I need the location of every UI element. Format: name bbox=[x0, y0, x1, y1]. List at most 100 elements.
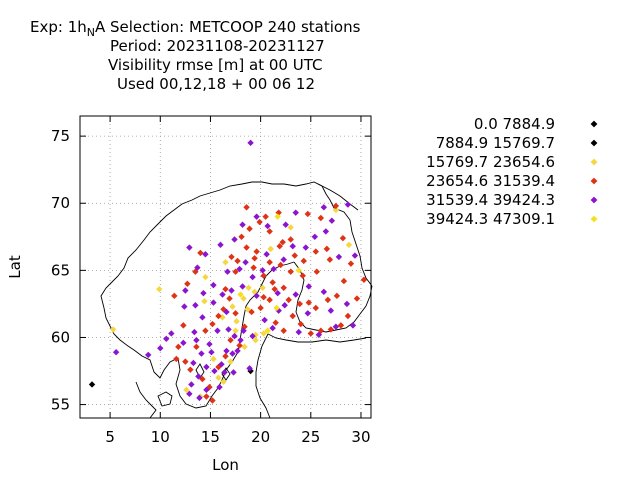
data-point bbox=[326, 256, 334, 263]
data-point bbox=[292, 209, 299, 216]
data-point bbox=[241, 343, 248, 351]
data-point bbox=[230, 369, 237, 376]
data-point bbox=[289, 312, 296, 320]
data-point bbox=[261, 316, 268, 324]
data-point bbox=[304, 310, 311, 317]
data-point bbox=[251, 255, 258, 262]
data-point bbox=[173, 355, 180, 363]
data-point bbox=[347, 260, 355, 267]
y-tick-label: 75 bbox=[51, 127, 70, 145]
data-point bbox=[182, 358, 189, 365]
data-point bbox=[221, 369, 228, 376]
data-point bbox=[247, 139, 254, 147]
data-point bbox=[264, 222, 271, 230]
title-line-2: Period: 20231108-20231127 bbox=[110, 37, 325, 55]
data-point bbox=[312, 248, 320, 255]
x-tick-label: 30 bbox=[351, 428, 370, 446]
data-point bbox=[274, 289, 281, 297]
data-point bbox=[234, 347, 241, 355]
data-point bbox=[202, 273, 209, 281]
legend-entry-marker bbox=[590, 177, 598, 185]
legend-entry-marker bbox=[590, 158, 598, 166]
data-points bbox=[88, 139, 368, 404]
data-point bbox=[171, 292, 178, 300]
legend-entry-label: 23654.6 31539.4 bbox=[426, 172, 555, 190]
data-point bbox=[237, 291, 244, 298]
data-point bbox=[332, 202, 340, 210]
data-point bbox=[112, 349, 120, 356]
data-point bbox=[279, 238, 286, 246]
data-point bbox=[183, 386, 190, 394]
data-point bbox=[269, 279, 276, 286]
data-point bbox=[280, 327, 287, 334]
data-point bbox=[219, 291, 226, 298]
data-point bbox=[295, 267, 302, 274]
legend-entry-marker bbox=[590, 215, 598, 223]
data-point bbox=[206, 340, 213, 348]
legend-entry-label: 0.0 7884.9 bbox=[474, 115, 555, 133]
data-point bbox=[195, 373, 202, 380]
data-point bbox=[239, 283, 246, 290]
data-point bbox=[287, 236, 294, 243]
data-point bbox=[194, 264, 201, 271]
data-point bbox=[281, 302, 288, 309]
data-point bbox=[266, 296, 273, 304]
data-point bbox=[253, 248, 260, 255]
data-point bbox=[223, 347, 230, 355]
data-point bbox=[175, 343, 182, 351]
data-point bbox=[269, 324, 276, 332]
data-point bbox=[253, 292, 260, 300]
data-point bbox=[226, 295, 233, 302]
data-point bbox=[332, 323, 340, 330]
data-point bbox=[215, 312, 222, 320]
data-point bbox=[307, 330, 314, 337]
data-point bbox=[302, 244, 309, 251]
y-axis-label: Lat bbox=[6, 255, 24, 279]
data-point bbox=[317, 214, 325, 222]
data-point bbox=[242, 259, 249, 266]
legend-entry-marker bbox=[590, 139, 598, 147]
legend-entry-marker bbox=[590, 196, 598, 204]
data-point bbox=[260, 330, 267, 337]
data-point bbox=[196, 394, 203, 402]
data-point bbox=[263, 251, 270, 258]
data-point bbox=[271, 285, 278, 293]
data-point bbox=[300, 257, 307, 265]
data-point bbox=[260, 294, 267, 301]
data-point bbox=[340, 277, 348, 285]
data-point bbox=[280, 284, 287, 292]
data-point bbox=[333, 292, 341, 300]
data-point bbox=[299, 272, 306, 279]
data-point bbox=[360, 276, 368, 283]
data-point bbox=[201, 298, 208, 305]
legend-entry-label: 15769.7 23654.6 bbox=[426, 153, 555, 171]
data-point bbox=[224, 268, 231, 275]
coastline-map bbox=[100, 181, 373, 419]
data-point bbox=[229, 350, 236, 357]
x-axis-label: Lon bbox=[212, 456, 239, 474]
y-tick-label: 70 bbox=[51, 194, 70, 212]
data-point bbox=[225, 326, 232, 333]
data-point bbox=[236, 265, 243, 273]
data-point bbox=[267, 245, 274, 253]
data-point bbox=[238, 233, 245, 240]
data-point bbox=[349, 322, 357, 329]
data-point bbox=[320, 288, 328, 296]
data-point bbox=[168, 330, 175, 337]
data-point bbox=[315, 331, 323, 338]
data-point bbox=[312, 304, 320, 312]
data-point bbox=[217, 241, 224, 249]
data-point bbox=[180, 339, 187, 347]
data-point bbox=[190, 359, 197, 367]
data-point bbox=[227, 336, 234, 344]
data-point bbox=[210, 355, 217, 363]
data-point bbox=[220, 306, 227, 313]
data-point bbox=[210, 281, 217, 289]
data-point bbox=[287, 224, 294, 231]
data-point bbox=[109, 326, 117, 333]
data-point bbox=[345, 241, 353, 249]
data-point bbox=[232, 268, 239, 275]
data-point bbox=[324, 296, 332, 304]
data-point bbox=[313, 268, 321, 275]
data-point bbox=[332, 206, 340, 214]
